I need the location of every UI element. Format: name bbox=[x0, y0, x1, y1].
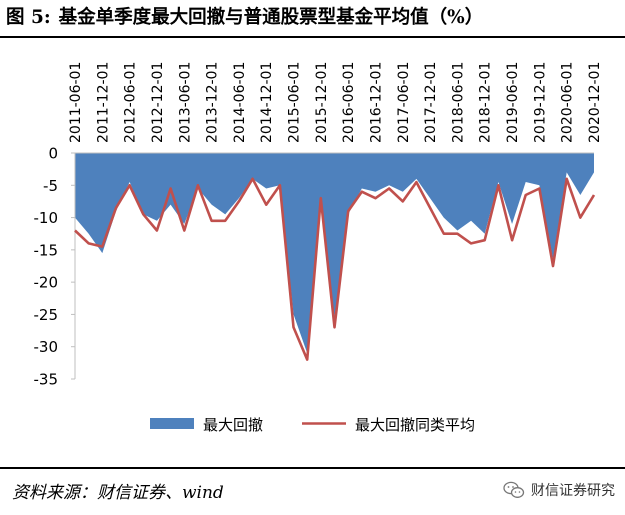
x-tick-label: 2020-12-01 bbox=[587, 62, 603, 143]
chart-svg: 2011-06-01 2011-12-01 2012-06-01 2012-12-01… bbox=[34, 62, 604, 434]
wechat-icon bbox=[503, 481, 525, 498]
y-axis-tick-labels: 0 -5 -10 -15 -20 -25 -30 -35 bbox=[34, 145, 59, 389]
x-tick-label: 2018-06-01 bbox=[450, 62, 466, 143]
y-tick-label: -5 bbox=[43, 177, 58, 195]
y-tick-label: -20 bbox=[34, 274, 59, 292]
x-axis-tick-labels: 2011-06-01 2011-12-01 2012-06-01 2012-12-01… bbox=[68, 62, 603, 143]
y-tick-label: -30 bbox=[34, 338, 59, 356]
x-tick-label: 2015-06-01 bbox=[287, 62, 303, 143]
x-tick-label: 2020-06-01 bbox=[560, 62, 576, 143]
plot-area bbox=[71, 152, 596, 380]
x-tick-label: 2011-12-01 bbox=[95, 62, 111, 143]
y-tick-label: -15 bbox=[34, 241, 59, 259]
y-tick-label: 0 bbox=[48, 145, 58, 163]
x-tick-label: 2014-12-01 bbox=[259, 62, 275, 143]
x-tick-label: 2017-12-01 bbox=[423, 62, 439, 143]
y-tick-label: -35 bbox=[34, 371, 59, 389]
x-tick-label: 2011-06-01 bbox=[68, 62, 84, 143]
legend-label-area: 最大回撤 bbox=[203, 416, 263, 434]
title-text: 基金单季度最大回撤与普通股票型基金平均值（%） bbox=[58, 7, 484, 28]
legend-swatch-area bbox=[150, 418, 194, 429]
x-tick-label: 2016-12-01 bbox=[368, 62, 384, 143]
top-rule bbox=[0, 36, 625, 38]
x-tick-label: 2016-06-01 bbox=[341, 62, 357, 143]
line-series-peer-average bbox=[74, 177, 596, 361]
bottom-rule bbox=[0, 467, 625, 469]
x-tick-label: 2019-06-01 bbox=[505, 62, 521, 143]
source-note: 资料来源：财信证券、wind bbox=[12, 483, 224, 503]
x-tick-label: 2012-12-01 bbox=[150, 62, 166, 143]
x-tick-label: 2014-06-01 bbox=[232, 62, 248, 143]
x-tick-label: 2013-12-01 bbox=[205, 62, 221, 143]
legend: 最大回撤 最大回撤同类平均 bbox=[150, 416, 475, 434]
watermark: 财信证券研究 bbox=[503, 480, 615, 500]
x-tick-label: 2012-06-01 bbox=[123, 62, 139, 143]
x-tick-label: 2017-06-01 bbox=[396, 62, 412, 143]
x-tick-label: 2013-06-01 bbox=[177, 62, 193, 143]
watermark-text: 财信证券研究 bbox=[531, 483, 615, 499]
x-tick-label: 2018-12-01 bbox=[478, 62, 494, 143]
chart-title: 图 5: 基金单季度最大回撤与普通股票型基金平均值（%） bbox=[6, 4, 483, 32]
figure-number: 图 5: bbox=[6, 7, 51, 28]
x-tick-label: 2015-12-01 bbox=[314, 62, 330, 143]
legend-label-line: 最大回撤同类平均 bbox=[355, 416, 475, 434]
y-tick-label: -10 bbox=[34, 209, 59, 227]
x-tick-label: 2019-12-01 bbox=[532, 62, 548, 143]
area-series-max-drawdown bbox=[75, 153, 594, 354]
y-tick-label: -25 bbox=[34, 306, 59, 324]
